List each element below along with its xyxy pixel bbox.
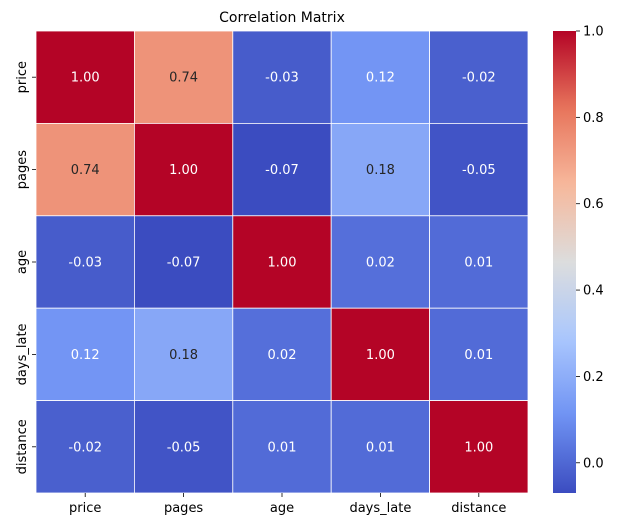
heatmap-cell-labels: 1.00 0.74 -0.03 0.12 -0.02 0.74 1.00 -0.07 0.18 -… <box>68 71 495 456</box>
cell-value-label: 1.00 <box>268 256 297 271</box>
cell-value-label: -0.03 <box>265 71 299 86</box>
heatmap-cell <box>429 123 529 217</box>
heatmap-cell <box>232 400 332 494</box>
heatmap-cell <box>330 307 431 402</box>
cell-value-label: -0.05 <box>462 163 496 178</box>
cell-value-label: 0.12 <box>366 71 395 86</box>
heatmap-cell <box>232 30 332 124</box>
colorbar: 0.0 0.2 0.4 0.6 0.8 1.0 <box>553 25 604 493</box>
heatmap-cell <box>35 400 135 494</box>
heatmap-cell <box>232 123 332 217</box>
cell-value-label: 0.01 <box>268 440 297 455</box>
heatmap-cell <box>429 307 529 402</box>
x-tick-label: distance <box>451 501 506 516</box>
cell-value-label: -0.07 <box>167 256 201 271</box>
cell-value-label: 0.01 <box>464 348 493 363</box>
cell-value-label: 0.02 <box>268 348 297 363</box>
heatmap-cell <box>133 215 234 309</box>
heatmap-cell <box>429 400 529 494</box>
heatmap-cells <box>35 30 529 494</box>
cell-value-label: -0.03 <box>68 256 102 271</box>
cell-value-label: -0.07 <box>265 163 299 178</box>
colorbar-tick-label: 0.8 <box>583 111 604 126</box>
cell-value-label: 0.18 <box>366 163 395 178</box>
y-axis: price pages age days_late distance <box>15 61 36 474</box>
cell-value-label: -0.02 <box>68 440 102 455</box>
chart-title: Correlation Matrix <box>219 10 345 26</box>
x-tick-label: pages <box>164 501 203 516</box>
heatmap-cell <box>429 30 529 124</box>
x-axis: price pages age days_late distance <box>69 493 506 516</box>
cell-value-label: 0.18 <box>169 348 198 363</box>
colorbar-tick-label: 0.4 <box>583 284 604 299</box>
heatmap-cell <box>330 215 431 309</box>
cell-value-label: 0.01 <box>464 256 493 271</box>
colorbar-tick-label: 0.0 <box>583 456 604 471</box>
cell-value-label: 1.00 <box>169 163 198 178</box>
cell-value-label: -0.02 <box>462 71 496 86</box>
cell-value-label: 1.00 <box>464 440 493 455</box>
x-tick-label: price <box>69 501 101 516</box>
y-tick-label: distance <box>15 419 30 474</box>
colorbar-tick-label: 0.2 <box>583 370 604 385</box>
y-tick-label: days_late <box>15 323 30 385</box>
heatmap-cell <box>232 307 332 402</box>
heatmap-cell <box>35 30 135 124</box>
x-tick-label: days_late <box>349 501 411 516</box>
cell-value-label: 0.74 <box>169 71 198 86</box>
cell-value-label: 0.12 <box>71 348 100 363</box>
cell-value-label: 0.01 <box>366 440 395 455</box>
x-tick-label: age <box>270 501 294 516</box>
y-tick-label: price <box>15 61 30 93</box>
heatmap-cell <box>133 30 234 124</box>
cell-value-label: 0.02 <box>366 256 395 271</box>
y-tick-label: pages <box>15 150 30 189</box>
cell-value-label: 1.00 <box>71 71 100 86</box>
cell-value-label: -0.05 <box>167 440 201 455</box>
colorbar-tick-label: 1.0 <box>583 25 604 40</box>
heatmap-cell <box>429 215 529 309</box>
heatmap-cell <box>232 215 332 309</box>
y-tick-label: age <box>15 250 30 274</box>
heatmap-cell <box>330 30 431 124</box>
colorbar-tick-label: 0.6 <box>583 197 604 212</box>
heatmap-cell <box>133 307 234 402</box>
heatmap-cell <box>35 123 135 217</box>
cell-value-label: 0.74 <box>71 163 100 178</box>
cell-value-label: 1.00 <box>366 348 395 363</box>
heatmap-cell <box>133 400 234 494</box>
colorbar-gradient <box>553 31 576 493</box>
